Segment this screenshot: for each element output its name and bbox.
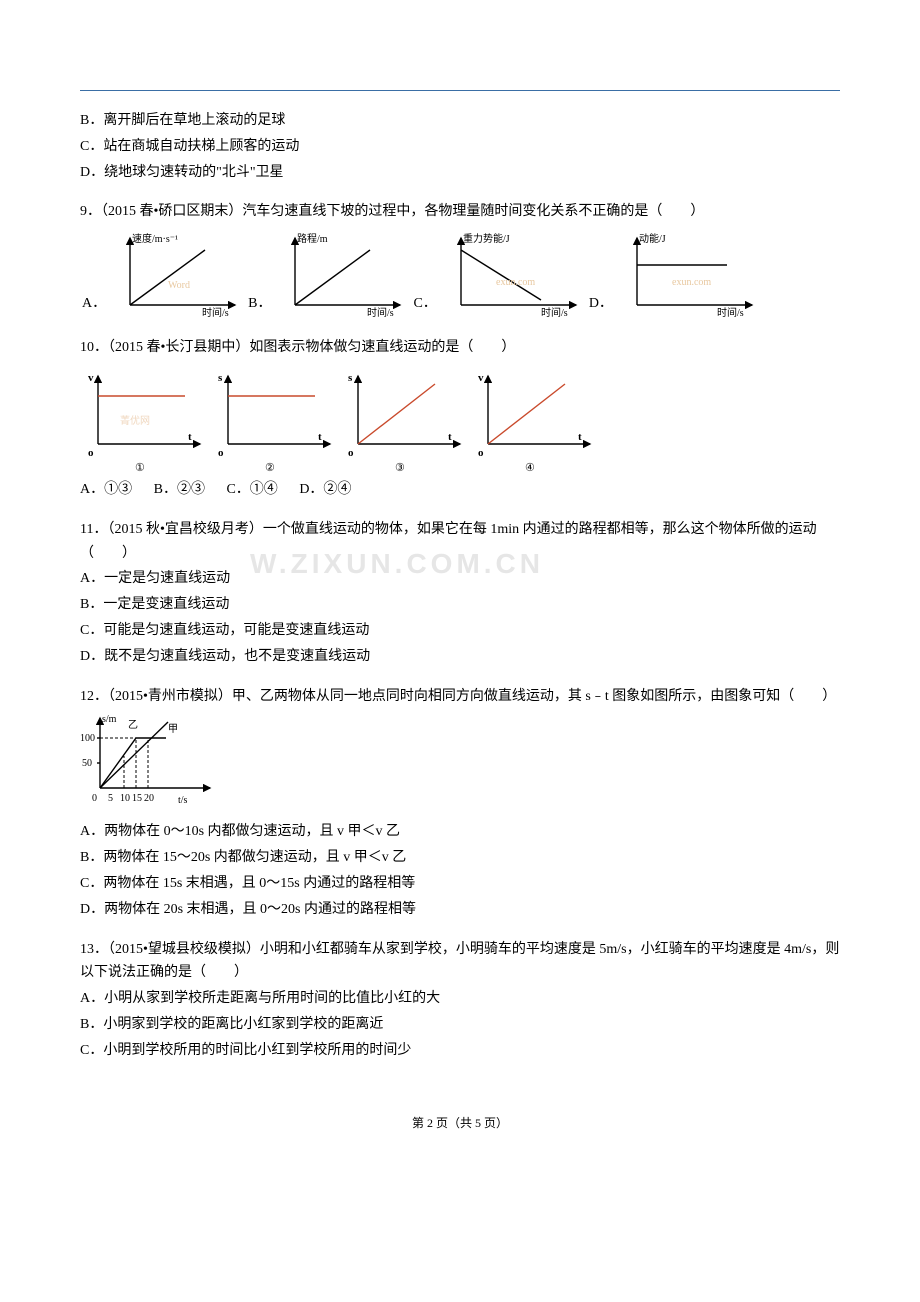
svg-text:t/s: t/s	[178, 795, 188, 806]
svg-text:5: 5	[108, 793, 113, 804]
q9-charts: A． 速度/m·s⁻¹ 时间/s Word B． 路程/m 时间/s C． 重力…	[80, 230, 840, 320]
q12-stem: 12．（2015•青州市模拟）甲、乙两物体从同一地点同时向相同方向做直线运动，其…	[80, 685, 840, 709]
q8-opt-c: C．站在商城自动扶梯上顾客的运动	[80, 135, 840, 159]
q13-stem: 13．（2015•望城县校级模拟）小明和小红都骑车从家到学校，小明骑车的平均速度…	[80, 938, 840, 986]
q11-opt-b: B．一定是变速直线运动	[80, 593, 840, 617]
q9-chart-c: 重力势能/J 时间/s exun.com	[441, 230, 581, 320]
svg-text:Word: Word	[168, 280, 190, 291]
q10-stem: 10．（2015 春•长汀县期中）如图表示物体做匀速直线运动的是（ ）	[80, 336, 840, 360]
svg-text:v: v	[478, 372, 484, 384]
q9-stem: 9．（2015 春•硚口区期末）汽车匀速直线下坡的过程中，各物理量随时间变化关系…	[80, 200, 840, 224]
q12-chart-wrap: s/m t/s 0 50 100 5 10 15 20 乙 甲	[80, 708, 840, 818]
q10-chart-4: v t o ④	[470, 366, 600, 476]
svg-text:o: o	[88, 447, 94, 459]
q12-opt-d: D．两物体在 20s 末相遇，且 0～20s 内通过的路程相等	[80, 898, 840, 922]
svg-text:15: 15	[132, 793, 142, 804]
q10-options: A．①③ B．②③ C．①④ D．②④	[80, 478, 840, 502]
q9-chart-b: 路程/m 时间/s	[275, 230, 405, 320]
svg-text:50: 50	[82, 758, 92, 769]
svg-text:s: s	[218, 372, 223, 384]
svg-text:exun.com: exun.com	[496, 277, 535, 288]
top-rule	[80, 90, 840, 91]
svg-text:t: t	[578, 431, 582, 443]
svg-text:速度/m·s⁻¹: 速度/m·s⁻¹	[132, 232, 178, 245]
svg-text:o: o	[478, 447, 484, 459]
svg-text:o: o	[348, 447, 354, 459]
svg-text:t: t	[188, 431, 192, 443]
q11-opt-c: C．可能是匀速直线运动，可能是变速直线运动	[80, 619, 840, 643]
svg-text:时间/s: 时间/s	[541, 306, 568, 319]
q11-stem: 11．（2015 秋•宜昌校级月考）一个做直线运动的物体，如果它在每 1min …	[80, 518, 840, 566]
q10-chart-3: s t o ③	[340, 366, 470, 476]
svg-text:exun.com: exun.com	[672, 277, 711, 288]
q9-chart-a: 速度/m·s⁻¹ 时间/s Word	[110, 230, 240, 320]
svg-text:路程/m: 路程/m	[297, 232, 328, 245]
svg-text:t: t	[448, 431, 452, 443]
q9-mark-d: D．	[589, 292, 613, 316]
q9-mark-c: C．	[413, 292, 436, 316]
svg-text:菁优网: 菁优网	[120, 414, 150, 427]
svg-text:时间/s: 时间/s	[367, 306, 394, 319]
svg-text:100: 100	[80, 733, 95, 744]
svg-text:10: 10	[120, 793, 130, 804]
svg-text:甲: 甲	[168, 724, 178, 735]
q11-opt-a: A．一定是匀速直线运动	[80, 567, 840, 591]
svg-text:动能/J: 动能/J	[639, 232, 666, 245]
svg-text:④: ④	[525, 462, 535, 474]
q10-opt-b: B．②③	[154, 478, 205, 502]
q12-chart: s/m t/s 0 50 100 5 10 15 20 乙 甲	[80, 708, 220, 818]
page-footer: 第 2 页（共 5 页）	[80, 1113, 840, 1133]
svg-text:s/m: s/m	[102, 714, 117, 725]
svg-text:时间/s: 时间/s	[717, 306, 744, 319]
svg-text:s: s	[348, 372, 353, 384]
svg-text:o: o	[218, 447, 224, 459]
q10-charts: v t o ① 菁优网 s t o ② s t o ③ v t o ④	[80, 366, 840, 476]
q9-mark-b: B．	[248, 292, 271, 316]
svg-text:②: ②	[265, 462, 275, 474]
svg-text:v: v	[88, 372, 94, 384]
q11-opt-d: D．既不是匀速直线运动，也不是变速直线运动	[80, 645, 840, 669]
svg-text:①: ①	[135, 462, 145, 474]
q13-opt-a: A．小明从家到学校所走距离与所用时间的比值比小红的大	[80, 987, 840, 1011]
q10-chart-1: v t o ① 菁优网	[80, 366, 210, 476]
q10-opt-c: C．①④	[226, 478, 277, 502]
q10-chart-2: s t o ②	[210, 366, 340, 476]
q8-opt-b: B．离开脚后在草地上滚动的足球	[80, 109, 840, 133]
svg-text:③: ③	[395, 462, 405, 474]
q13-opt-c: C．小明到学校所用的时间比小红到学校所用的时间少	[80, 1039, 840, 1063]
q8-opt-d: D．绕地球匀速转动的"北斗"卫星	[80, 161, 840, 185]
q9-chart-d: 动能/J 时间/s exun.com	[617, 230, 757, 320]
svg-text:0: 0	[92, 793, 97, 804]
svg-text:乙: 乙	[128, 719, 138, 731]
svg-text:重力势能/J: 重力势能/J	[463, 232, 510, 245]
svg-text:t: t	[318, 431, 322, 443]
svg-text:20: 20	[144, 793, 154, 804]
q10-opt-a: A．①③	[80, 478, 132, 502]
q12-opt-c: C．两物体在 15s 末相遇，且 0～15s 内通过的路程相等	[80, 872, 840, 896]
svg-text:时间/s: 时间/s	[202, 306, 229, 319]
q12-opt-b: B．两物体在 15～20s 内都做匀速运动，且 v 甲＜v 乙	[80, 846, 840, 870]
q11-block: W.ZIXUN.COM.CN 11．（2015 秋•宜昌校级月考）一个做直线运动…	[80, 518, 840, 669]
q9-mark-a: A．	[82, 292, 106, 316]
q10-opt-d: D．②④	[299, 478, 351, 502]
q12-opt-a: A．两物体在 0～10s 内都做匀速运动，且 v 甲＜v 乙	[80, 820, 840, 844]
q13-opt-b: B．小明家到学校的距离比小红家到学校的距离近	[80, 1013, 840, 1037]
